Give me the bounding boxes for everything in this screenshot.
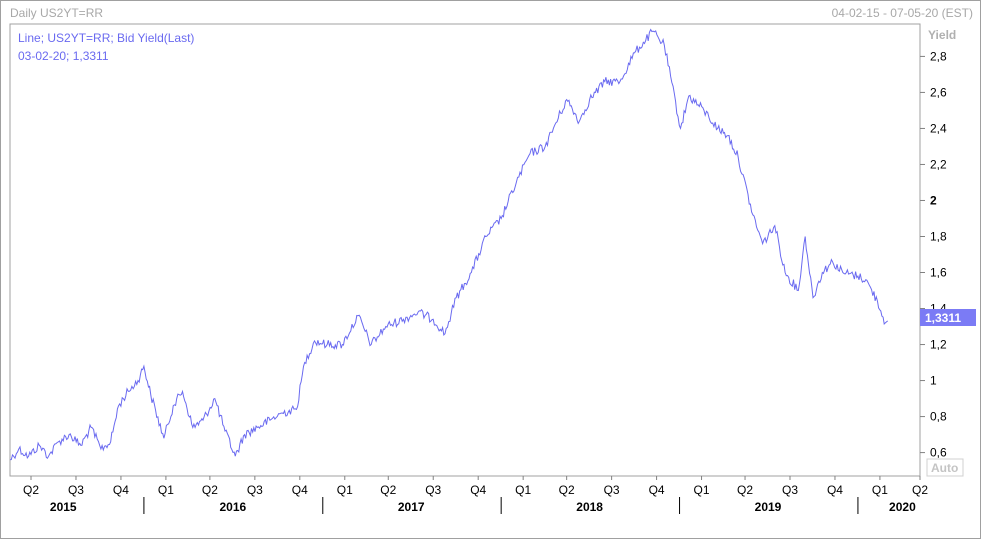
x-tick-label: Q1 (694, 483, 710, 497)
x-tick-label: Q4 (113, 483, 129, 497)
y-axis-title: Yield (928, 28, 956, 42)
date-range: 04-02-15 - 07-05-20 (EST) (831, 6, 973, 20)
y-tick-label: 2,2 (930, 157, 947, 171)
x-tick-label: Q3 (604, 483, 620, 497)
year-label: 2017 (398, 500, 425, 514)
x-tick-label: Q1 (872, 483, 888, 497)
y-tick-label: 1,8 (930, 229, 947, 243)
x-tick-label: Q3 (782, 483, 798, 497)
y-tick-label: 0,8 (930, 410, 947, 424)
chart-title: Daily US2YT=RR (10, 6, 104, 20)
y-tick-label: 1,2 (930, 338, 947, 352)
year-label: 2016 (220, 500, 247, 514)
x-axis: Q2 Q3 Q4 Q1 Q2 Q3 Q4 Q1 Q2 Q3 Q4 Q1 Q2 Q3 Q4 Q1 Q2 Q3 Q4 Q1… (23, 476, 928, 514)
y-axis: 0,60,811,21,41,61,822,22,42,62,8 (920, 49, 947, 460)
x-tick-label: Q4 (649, 483, 665, 497)
x-tick-label: Q2 (202, 483, 218, 497)
x-tick-label: Q4 (470, 483, 486, 497)
x-tick-label: Q1 (337, 483, 353, 497)
current-value-label: 1,3311 (925, 311, 961, 325)
y-tick-label: 2 (930, 193, 937, 207)
x-tick-label: Q1 (515, 483, 531, 497)
auto-scale-button[interactable]: Auto (931, 461, 958, 475)
x-tick-label: Q3 (68, 483, 84, 497)
y-tick-label: 0,6 (930, 446, 947, 460)
x-tick-label: Q2 (737, 483, 753, 497)
year-label: 2015 (50, 500, 77, 514)
year-label: 2018 (576, 500, 603, 514)
x-tick-label: Q2 (559, 483, 575, 497)
y-tick-label: 1,6 (930, 266, 947, 280)
y-tick-label: 1 (930, 374, 937, 388)
y-tick-label: 2,4 (930, 121, 947, 135)
year-label: 2019 (755, 500, 782, 514)
x-tick-label: Q4 (827, 483, 843, 497)
x-tick-label: Q2 (23, 483, 39, 497)
legend-line-2: 03-02-20; 1,3311 (18, 49, 109, 63)
x-tick-label: Q2 (912, 483, 928, 497)
x-tick-label: Q1 (158, 483, 174, 497)
x-tick-label: Q3 (247, 483, 263, 497)
year-label: 2020 (889, 500, 916, 514)
y-tick-label: 2,6 (930, 85, 947, 99)
current-value-box (920, 309, 976, 326)
auto-scale-button-box[interactable] (926, 458, 964, 477)
series-line-us2yt (9, 28, 889, 461)
x-tick-label: Q3 (425, 483, 441, 497)
y-tick-label: 2,8 (930, 49, 947, 63)
plot-area[interactable] (9, 23, 921, 477)
legend-line-1: Line; US2YT=RR; Bid Yield(Last) (18, 31, 194, 45)
x-tick-label: Q2 (380, 483, 396, 497)
x-tick-label: Q4 (292, 483, 308, 497)
